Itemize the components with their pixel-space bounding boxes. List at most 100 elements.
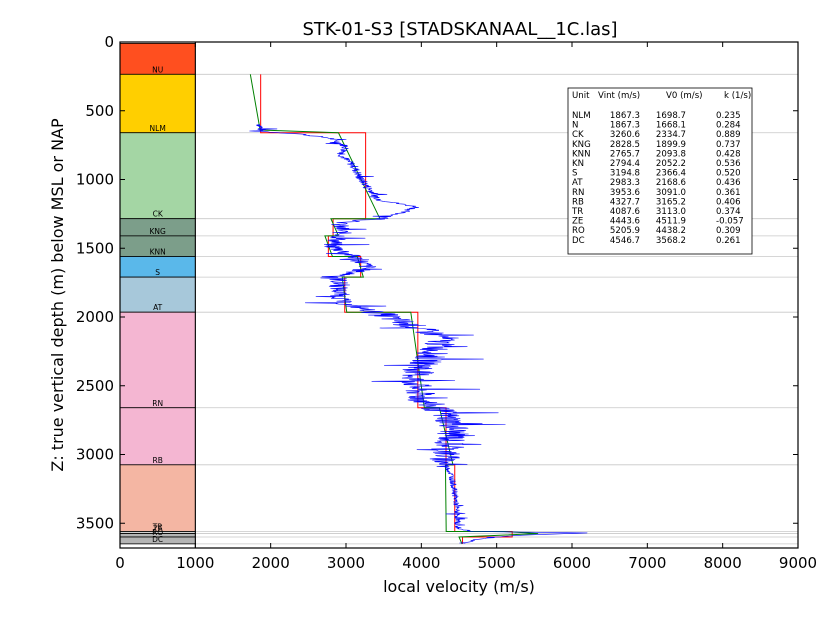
legend-cell: ZE [572, 217, 583, 227]
y-tick-label: 500 [85, 102, 114, 120]
legend-cell: N [572, 121, 578, 131]
x-tick-label: 1000 [176, 554, 214, 572]
legend-cell: 0.428 [716, 149, 741, 159]
x-tick-label: 9000 [779, 554, 817, 572]
legend-cell: 4546.7 [610, 236, 640, 246]
legend-cell: 3568.2 [656, 236, 686, 246]
legend-cell: 2828.5 [610, 140, 640, 150]
legend-cell: AT [572, 178, 583, 188]
legend-cell: 2168.6 [656, 178, 686, 188]
legend-cell: 0.406 [716, 197, 741, 207]
y-tick-label: 0 [104, 33, 114, 51]
x-tick-label: 2000 [252, 554, 290, 572]
legend-cell: 3194.8 [610, 169, 640, 179]
legend-cell: 3953.6 [610, 188, 640, 198]
legend-cell: 2093.8 [656, 149, 686, 159]
legend-cell: 2983.3 [610, 178, 640, 188]
legend-cell: 1867.3 [610, 111, 640, 121]
legend-cell: 2765.7 [610, 149, 640, 159]
y-tick-label: 2000 [76, 308, 114, 326]
x-tick-label: 6000 [553, 554, 591, 572]
legend-cell: 1668.1 [656, 121, 686, 131]
legend-cell: 3260.6 [610, 130, 640, 140]
formation-label: NU [152, 65, 163, 74]
y-tick-label: 3500 [76, 514, 114, 532]
formation-band [119, 464, 196, 532]
legend-cell: 4443.6 [610, 217, 640, 227]
formation-label: RO [152, 528, 163, 537]
legend-cell: 4327.7 [610, 197, 640, 207]
legend-cell: 0.361 [716, 188, 741, 198]
legend-header-cell: Unit [572, 91, 590, 101]
legend-cell: 0.235 [716, 111, 741, 121]
formation-label: RN [152, 399, 163, 408]
x-axis-label: local velocity (m/s) [383, 577, 535, 596]
legend-cell: 0.436 [716, 178, 741, 188]
legend-cell: 2334.7 [656, 130, 686, 140]
legend-cell: KNN [572, 149, 591, 159]
legend-cell: 0.309 [716, 226, 741, 236]
legend-cell: 1899.9 [656, 140, 686, 150]
legend-cell: 0.284 [716, 121, 741, 131]
legend-cell: -0.057 [716, 217, 744, 227]
legend-cell: 0.261 [716, 236, 741, 246]
legend-cell: 0.889 [716, 130, 741, 140]
x-tick-label: 7000 [628, 554, 666, 572]
plot-frame [119, 41, 799, 549]
formation-band [119, 73, 196, 134]
formation-band [119, 311, 196, 409]
legend-cell: RO [572, 226, 585, 236]
legend-cell: S [572, 169, 577, 179]
formation-label: RB [152, 456, 162, 465]
y-tick-label: 1000 [76, 171, 114, 189]
legend-cell: 4438.2 [656, 226, 686, 236]
y-tick-label: 2500 [76, 377, 114, 395]
legend-cell: 2052.2 [656, 159, 686, 169]
formation-label: KNN [150, 248, 166, 257]
legend-cell: TR [571, 207, 583, 217]
legend-cell: 0.374 [716, 207, 741, 217]
interval-velocity-line [260, 74, 513, 544]
legend-cell: 0.520 [716, 169, 741, 179]
legend-cell: KNG [572, 140, 591, 150]
formation-label: DC [152, 535, 163, 544]
legend-frame [567, 87, 753, 255]
legend-cell: 2794.4 [610, 159, 640, 169]
legend-cell: 0.536 [716, 159, 741, 169]
x-tick-label: 8000 [704, 554, 742, 572]
formation-label: S [155, 268, 160, 277]
formation-label: NLM [150, 124, 166, 133]
y-tick-label: 3000 [76, 446, 114, 464]
formation-label: CK [153, 210, 164, 219]
formation-label: ZE [153, 525, 163, 534]
chart-title: STK-01-S3 [STADSKANAAL__1C.las] [302, 19, 617, 40]
legend-cell: RB [572, 197, 584, 207]
x-tick-label: 4000 [402, 554, 440, 572]
formation-band [119, 407, 196, 466]
legend-cell: 2366.4 [656, 169, 686, 179]
legend-cell: KN [572, 159, 584, 169]
formation-label: TR [152, 523, 163, 532]
legend-header-cell: Vint (m/s) [598, 91, 640, 101]
x-tick-label: 3000 [327, 554, 365, 572]
legend-cell: 0.737 [716, 140, 741, 150]
sonic-velocity-log [249, 124, 588, 544]
legend-header-cell: k (1/s) [724, 91, 751, 101]
legend-cell: 1867.3 [610, 121, 640, 131]
linear-trend-line [249, 74, 539, 545]
legend-cell: 1698.7 [656, 111, 686, 121]
axis-ticks: 0 1000 2000 3000 4000 5000 6000 7000 8000 9000 0 50… [76, 33, 817, 572]
legend-cell: 3165.2 [656, 197, 686, 207]
x-tick-label: 5000 [478, 554, 516, 572]
formation-band [119, 132, 196, 220]
legend-cell: DC [572, 236, 585, 246]
legend-cell: NLM [572, 111, 591, 121]
legend-cell: CK [572, 130, 584, 140]
legend-cell: 4087.6 [610, 207, 640, 217]
y-tick-label: 1500 [76, 239, 114, 257]
legend-cell: RN [572, 188, 584, 198]
legend-cell: 3113.0 [656, 207, 686, 217]
series-layer [249, 74, 588, 545]
